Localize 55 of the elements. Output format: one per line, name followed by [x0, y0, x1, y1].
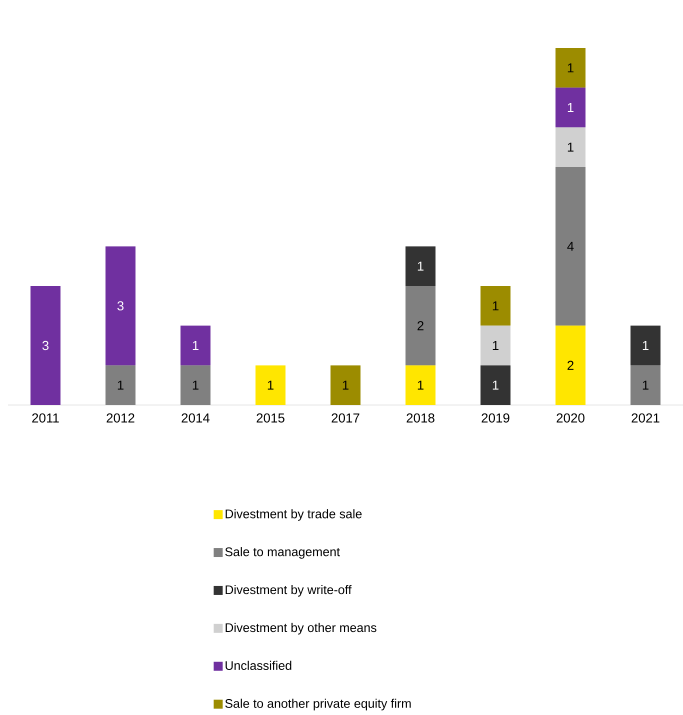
data-label: 1 — [492, 380, 498, 390]
data-label: 1 — [492, 301, 498, 310]
x-tick-label: 2011 — [32, 413, 59, 423]
legend-label: Divestment by trade sale — [226, 509, 362, 521]
data-label: 1 — [568, 103, 574, 112]
bar — [180, 365, 210, 405]
x-tick-label: 2021 — [632, 413, 660, 423]
bar — [406, 365, 436, 405]
data-label: 1 — [568, 142, 574, 152]
bar — [106, 365, 136, 405]
data-label: 3 — [117, 301, 124, 310]
data-label: 1 — [642, 380, 648, 390]
bar — [406, 286, 436, 366]
bar — [480, 286, 511, 326]
bar — [556, 48, 586, 88]
data-label: 1 — [642, 341, 648, 350]
data-label: 2 — [568, 360, 574, 370]
data-label: 3 — [42, 340, 49, 350]
data-label: 4 — [567, 242, 574, 251]
data-label: 1 — [342, 380, 348, 390]
bar — [180, 326, 210, 366]
legend-label: Unclassified — [226, 660, 292, 670]
x-tick-label: 2020 — [556, 413, 584, 423]
data-label: 1 — [418, 262, 424, 271]
data-label: 2 — [418, 321, 424, 330]
data-label: 1 — [192, 380, 198, 390]
data-label: 1 — [192, 341, 198, 350]
x-tick-label: 2014 — [182, 413, 210, 423]
data-label: 1 — [418, 380, 424, 390]
bar — [556, 167, 586, 326]
x-tick-label: 2018 — [406, 413, 434, 423]
bar — [556, 127, 586, 167]
data-label: 1 — [492, 341, 498, 350]
bar — [556, 88, 586, 128]
data-label: 1 — [568, 63, 574, 72]
x-tick-label: 2012 — [106, 413, 134, 423]
x-tick-label: 2017 — [332, 413, 360, 423]
x-tick-label: 2015 — [256, 413, 284, 423]
bar — [330, 365, 361, 405]
data-label: 1 — [118, 380, 124, 390]
bar — [630, 365, 661, 405]
x-tick-label: 2019 — [482, 413, 510, 423]
legend-label: Sale to management — [225, 547, 340, 559]
bar — [480, 365, 511, 405]
legend-label: Divestment by write-off — [226, 584, 352, 597]
bar — [556, 326, 586, 405]
legend-label: Sale to another private equity firm — [225, 698, 411, 710]
bar — [406, 246, 436, 286]
legend-label: Divestment by other means — [226, 622, 376, 635]
bar — [256, 365, 286, 405]
bar — [30, 286, 60, 405]
bar — [630, 326, 661, 366]
bar — [106, 246, 136, 366]
data-label: 1 — [268, 380, 274, 390]
bar — [480, 326, 511, 366]
